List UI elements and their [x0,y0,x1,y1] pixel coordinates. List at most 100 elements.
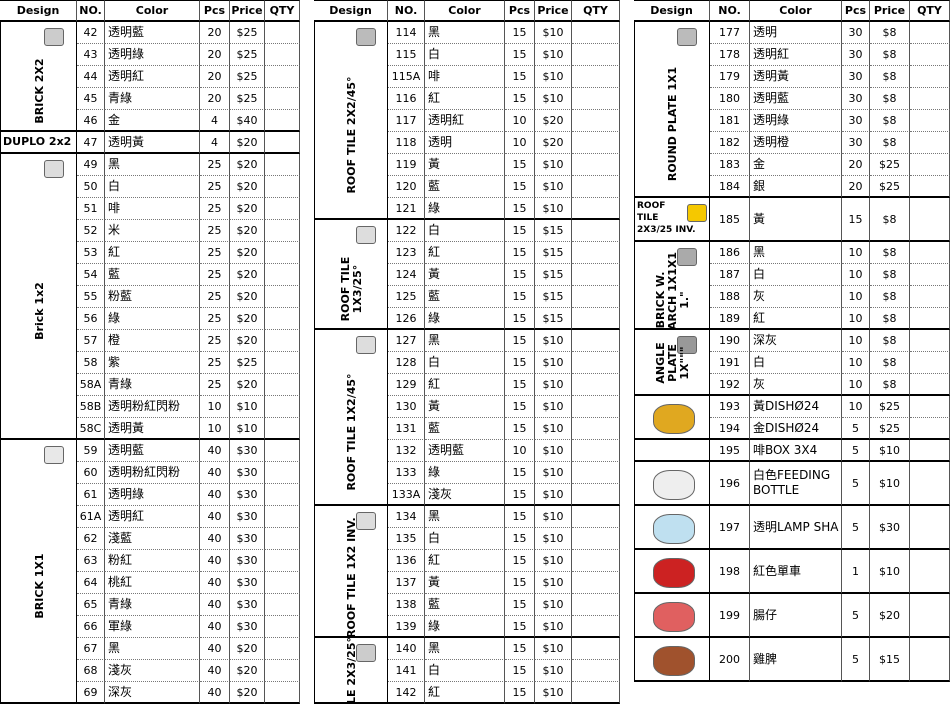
header-cell: NO. [710,0,750,22]
item-number: 42 [77,22,105,44]
pieces: 30 [842,88,870,110]
design-label: ROOF TILE 2X3/25 INV. [637,200,709,236]
item-number: 142 [388,682,425,704]
price: $10 [535,506,572,528]
price: $20 [230,176,265,198]
price: $10 [535,484,572,506]
header-cell: Price [870,0,910,22]
color-name: 透明綠 [105,44,200,66]
color-name: 黃 [750,198,842,242]
qty-cell [265,132,300,154]
color-name: 黃DISHØ24 [750,396,842,418]
item-number: 138 [388,594,425,616]
design-cell [634,440,710,462]
qty-cell [572,220,620,242]
price: $10 [535,616,572,638]
qty-cell [910,264,950,286]
qty-cell [572,660,620,682]
pieces: 15 [505,374,535,396]
qty-cell [572,198,620,220]
price: $8 [870,264,910,286]
color-name: 黃 [425,154,505,176]
pieces: 40 [200,638,230,660]
pieces: 40 [200,572,230,594]
item-number: 119 [388,154,425,176]
qty-cell [572,176,620,198]
qty-cell [910,22,950,44]
item-number: 69 [77,682,105,704]
pieces: 25 [200,308,230,330]
pieces: 4 [200,110,230,132]
pieces: 40 [200,484,230,506]
item-number: 134 [388,506,425,528]
color-name: 白 [425,528,505,550]
item-number: 183 [710,154,750,176]
color-name: 透明 [425,132,505,154]
color-name: 透明橙 [750,132,842,154]
color-name: 透明黃 [750,66,842,88]
qty-cell [265,396,300,418]
qty-cell [572,88,620,110]
item-number: 200 [710,638,750,682]
color-name: 紅 [105,242,200,264]
qty-cell [910,506,950,550]
design-cell: ROOF TILE 1X3/25° [314,220,388,330]
design-icon [677,248,697,266]
pieces: 10 [842,352,870,374]
qty-cell [910,154,950,176]
qty-cell [265,22,300,44]
qty-cell [572,264,620,286]
color-name: 灰 [750,286,842,308]
pieces: 10 [200,396,230,418]
design-cell: ROOF TILE 2X3/25 INV. [634,198,710,242]
pieces: 10 [200,418,230,440]
qty-cell [572,594,620,616]
pieces: 15 [505,44,535,66]
price: $30 [230,440,265,462]
qty-cell [265,308,300,330]
price: $30 [230,572,265,594]
price: $10 [535,374,572,396]
item-number: 121 [388,198,425,220]
design-label: BRICK 1X1 [33,468,46,702]
pieces: 40 [200,594,230,616]
color-name: 啡BOX 3X4 [750,440,842,462]
design-cell: DUPLO 2x2 [0,132,77,154]
price: $20 [230,132,265,154]
qty-cell [910,352,950,374]
label-line: ROOF TILE 1X2/45° [345,373,358,491]
price: $20 [535,110,572,132]
pieces: 10 [842,308,870,330]
header-cell: Color [750,0,842,22]
pieces: 25 [200,330,230,352]
price: $10 [535,550,572,572]
pieces: 20 [200,44,230,66]
label-line: ROOF TILE 2X2/45° [345,76,358,194]
qty-cell [265,374,300,396]
item-number: 184 [710,176,750,198]
pieces: 40 [200,528,230,550]
color-name: 青綠 [105,88,200,110]
item-number: 124 [388,264,425,286]
price: $25 [870,154,910,176]
price: $30 [230,528,265,550]
color-name: 淺灰 [425,484,505,506]
price: $25 [230,22,265,44]
qty-cell [572,330,620,352]
color-name: 綠 [105,308,200,330]
qty-cell [265,198,300,220]
qty-cell [910,594,950,638]
pieces: 15 [505,616,535,638]
item-number: 55 [77,286,105,308]
design-label: ROOF TILE 2X2/45° [345,50,358,218]
item-number: 51 [77,198,105,220]
pieces: 20 [842,154,870,176]
price: $10 [535,352,572,374]
pieces: 25 [200,374,230,396]
pieces: 20 [200,66,230,88]
qty-cell [910,110,950,132]
design-icon [356,28,376,46]
item-number: 115A [388,66,425,88]
label-line: ROUND PLATE 1X1 [666,66,679,182]
qty-cell [572,572,620,594]
